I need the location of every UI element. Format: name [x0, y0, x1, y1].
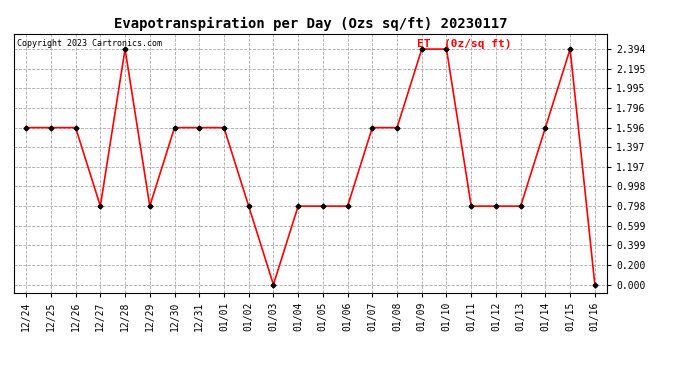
- Text: ET  (0z/sq ft): ET (0z/sq ft): [417, 39, 512, 49]
- Text: Copyright 2023 Cartronics.com: Copyright 2023 Cartronics.com: [17, 39, 161, 48]
- Title: Evapotranspiration per Day (Ozs sq/ft) 20230117: Evapotranspiration per Day (Ozs sq/ft) 2…: [114, 17, 507, 31]
